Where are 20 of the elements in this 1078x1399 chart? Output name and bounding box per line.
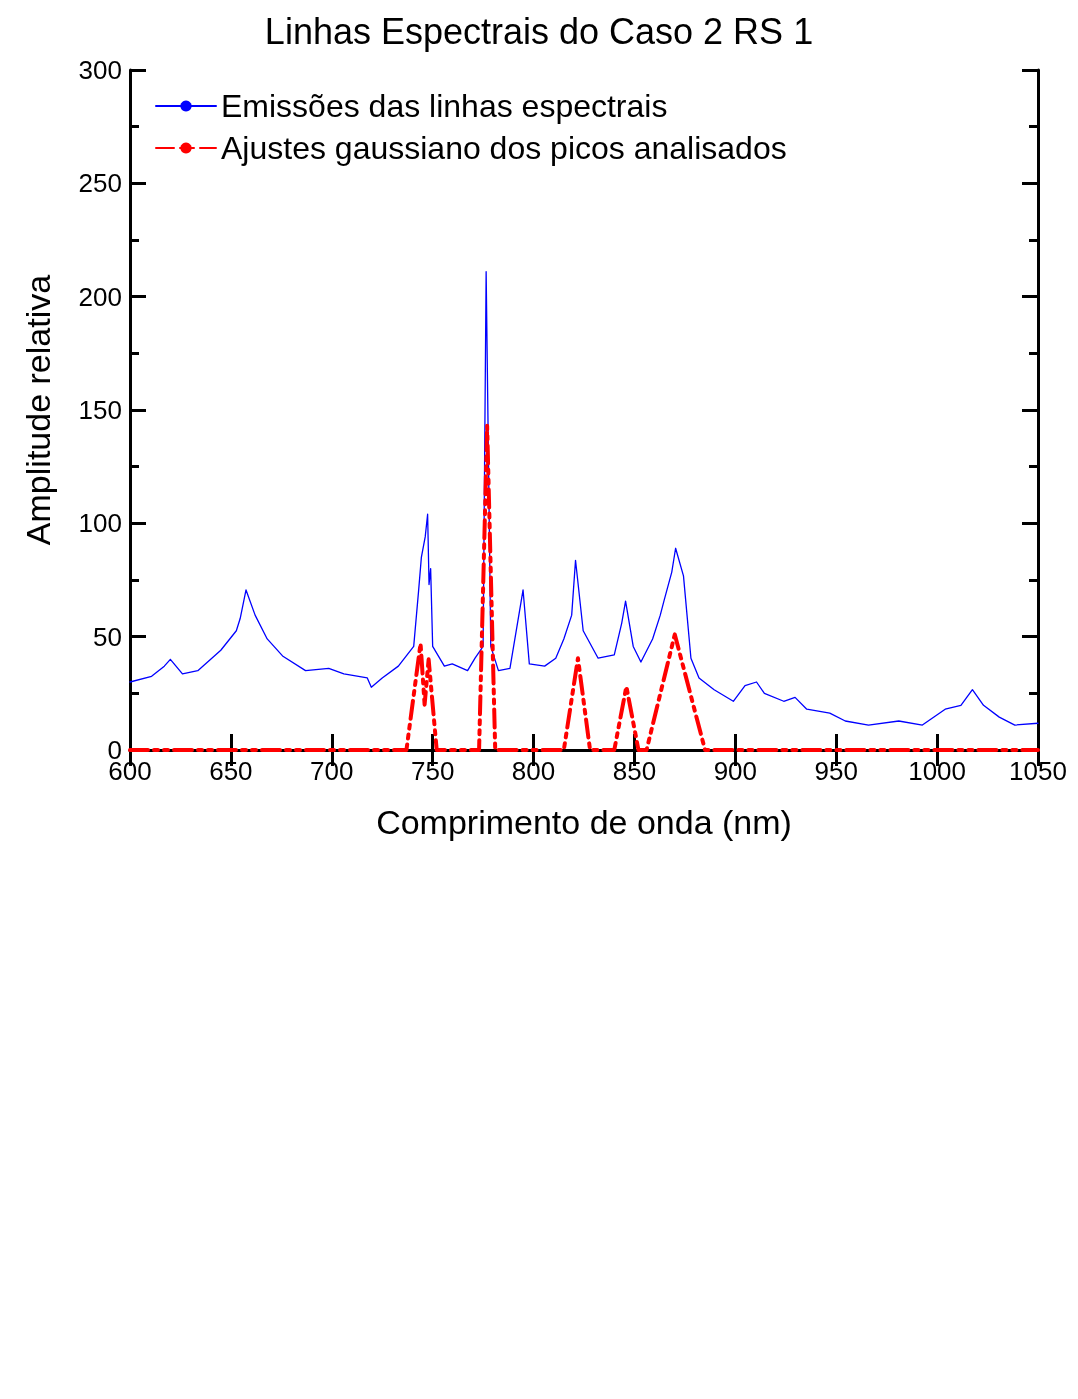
x-tick-label: 1050 (1009, 756, 1067, 786)
x-tick-label: 900 (713, 756, 758, 786)
x-tick-label: 1000 (908, 756, 967, 786)
x-tick-label: 650 (209, 756, 253, 786)
y-tick-label: 150 (78, 395, 122, 425)
x-tick-label: 800 (511, 756, 556, 786)
legend-label: Emissões das linhas espectrais (221, 88, 668, 124)
x-tick-label: 700 (310, 756, 354, 786)
y-axis-title: Amplitude relativa (19, 274, 57, 546)
x-tick-label: 850 (612, 756, 657, 786)
y-tick-label: 200 (78, 281, 122, 312)
x-axis-title: Comprimento de onda (nm) (376, 803, 792, 841)
y-tick-label: 300 (78, 55, 122, 85)
y-tick-label: 250 (78, 168, 122, 199)
x-tick-label: 750 (410, 756, 455, 786)
legend-label: Ajustes gaussiano dos picos analisados (221, 130, 787, 166)
y-tick-label: 100 (78, 508, 122, 539)
x-tick-label: 950 (814, 756, 858, 786)
chart-title: Linhas Espectrais do Caso 2 RS 1 (264, 10, 814, 52)
y-tick-label: 50 (93, 621, 122, 652)
